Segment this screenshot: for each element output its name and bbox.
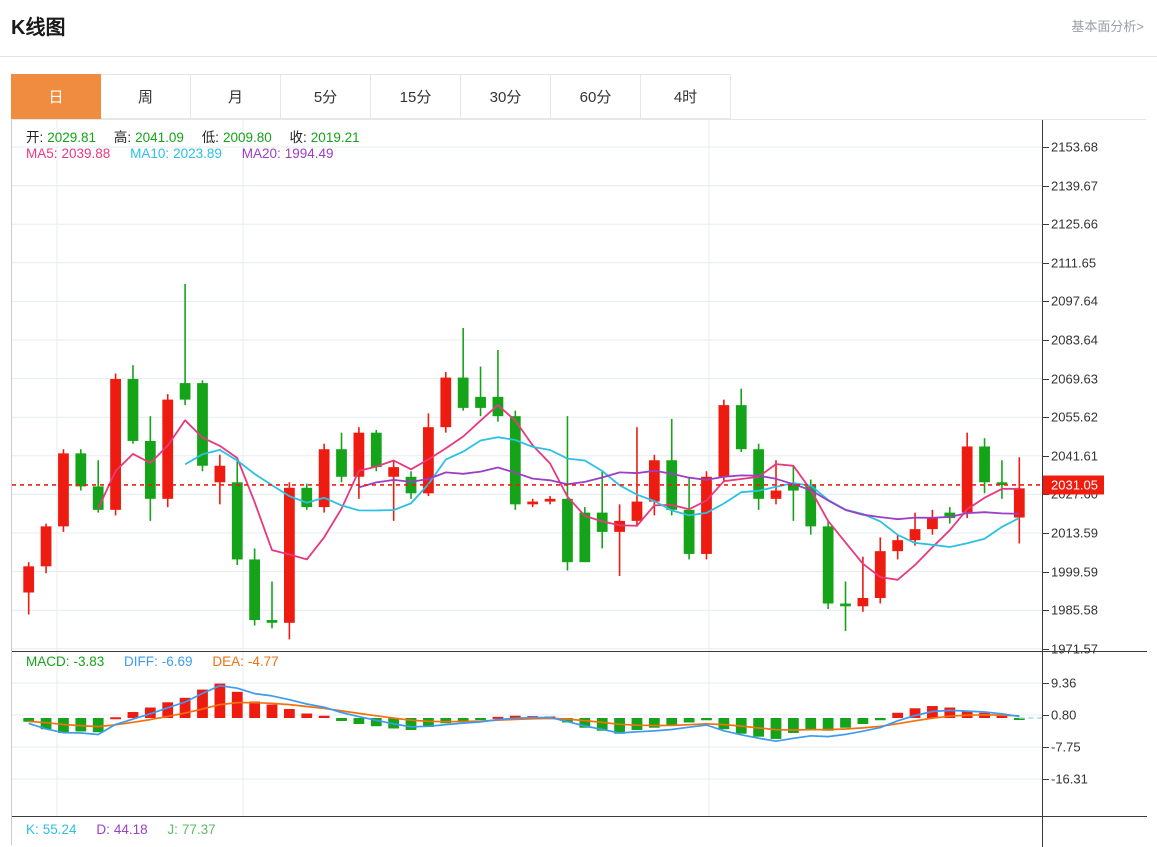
price-axis: 2153.68 2139.67 2125.66 2111.65 2097.64 2083.… — [1042, 120, 1148, 656]
macd-axis-label: -7.75 — [1051, 739, 1081, 755]
price-axis-label: 2097.64 — [1051, 293, 1098, 309]
tab-周[interactable]: 周 — [101, 74, 191, 119]
tab-60分[interactable]: 60分 — [551, 74, 641, 119]
ma10-label: MA10: — [130, 146, 170, 161]
macd-axis-tick — [1043, 779, 1049, 780]
macd-axis-label: -16.31 — [1051, 771, 1088, 787]
price-axis-label: 2125.66 — [1051, 216, 1098, 232]
macd-axis-tick — [1043, 715, 1049, 716]
tab-4时[interactable]: 4时 — [641, 74, 731, 119]
diff-label: DIFF: — [124, 654, 158, 669]
tab-月[interactable]: 月 — [191, 74, 281, 119]
macd-plot[interactable] — [12, 652, 1042, 817]
macd-axis-tick — [1043, 747, 1049, 748]
price-axis-tick — [1043, 147, 1049, 148]
macd-value: -3.83 — [73, 654, 105, 669]
price-axis-label: 2055.62 — [1051, 409, 1098, 425]
j-label: J: — [167, 822, 178, 837]
price-axis-tick — [1043, 417, 1049, 419]
ma-info: MA5: 2039.88 MA10: 2023.89 MA20: 1994.49 — [26, 146, 338, 161]
price-axis-tick — [1043, 648, 1049, 650]
tab-5分[interactable]: 5分 — [281, 74, 371, 119]
open-label: 开: — [26, 130, 44, 145]
macd-axis-label: 0.80 — [1051, 707, 1077, 723]
price-axis-tick — [1043, 455, 1049, 457]
price-axis-label: 1985.58 — [1051, 602, 1098, 618]
dea-label: DEA: — [212, 654, 244, 669]
price-axis-tick — [1043, 340, 1049, 341]
ma5-label: MA5: — [26, 146, 58, 161]
dea-value: -4.77 — [247, 654, 279, 669]
macd-svg — [12, 652, 1042, 816]
j-value: 77.37 — [181, 822, 216, 837]
kdj-panel: K: 55.24 D: 44.18 J: 77.37 — [12, 816, 1147, 847]
low-value: 2009.80 — [222, 130, 272, 145]
tab-30分[interactable]: 30分 — [461, 74, 551, 119]
price-axis-tick — [1043, 262, 1049, 264]
price-axis-label: 2069.63 — [1051, 371, 1098, 387]
ma10-value: 2023.89 — [173, 146, 222, 161]
price-axis-tick — [1043, 494, 1049, 496]
ma20-value: 1994.49 — [284, 146, 334, 161]
price-axis-tick — [1043, 224, 1049, 226]
price-axis-label: 2153.68 — [1051, 139, 1098, 155]
price-axis-tick — [1043, 571, 1049, 573]
ma5-value: 2039.88 — [61, 146, 111, 161]
macd-label: MACD: — [26, 654, 70, 669]
macd-axis-label: 9.36 — [1051, 675, 1077, 691]
price-plot[interactable] — [12, 120, 1042, 651]
ohlc-info: 开: 2029.81 高: 2041.09 低: 2009.80 收: 2019.21 — [26, 126, 364, 146]
macd-info: MACD: -3.83 DIFF: -6.69 DEA: -4.77 — [26, 654, 283, 669]
price-axis-label: 2139.67 — [1051, 178, 1098, 194]
tab-日[interactable]: 日 — [11, 74, 101, 119]
price-axis-label: 2041.61 — [1051, 448, 1098, 464]
diff-value: -6.69 — [161, 654, 193, 669]
price-axis-tick — [1043, 533, 1049, 534]
high-label: 高: — [113, 130, 132, 145]
chart-container: 开: 2029.81 高: 2041.09 低: 2009.80 收: 2019.21 … — [11, 119, 1148, 847]
page-title: K线图 — [11, 17, 66, 39]
d-value: 44.18 — [113, 822, 148, 837]
d-label: D: — [96, 822, 110, 837]
page-header: K线图 基本面分析> — [0, 0, 1157, 57]
kdj-axis — [1042, 817, 1148, 847]
macd-axis: 9.36 0.80 -7.75 -16.31 — [1042, 652, 1148, 817]
open-value: 2029.81 — [47, 130, 97, 145]
tab-15分[interactable]: 15分 — [371, 74, 461, 119]
macd-axis-tick — [1043, 683, 1049, 684]
macd-panel: MACD: -3.83 DIFF: -6.69 DEA: -4.77 9.36 0.80… — [12, 651, 1147, 817]
last-price-badge: 2031.05 — [1043, 475, 1104, 495]
price-axis-label: 2111.65 — [1051, 255, 1097, 271]
price-axis-tick — [1043, 185, 1049, 187]
k-label: K: — [26, 822, 39, 837]
price-axis-tick — [1043, 610, 1049, 612]
k-value: 55.24 — [42, 822, 77, 837]
fundamental-analysis-link[interactable]: 基本面分析> — [1071, 19, 1144, 34]
price-panel: 开: 2029.81 高: 2041.09 低: 2009.80 收: 2019.21 … — [12, 120, 1148, 656]
close-value: 2019.21 — [310, 130, 360, 145]
candlestick-svg — [12, 120, 1042, 651]
ma20-label: MA20: — [241, 146, 281, 161]
price-axis-tick — [1043, 378, 1049, 380]
price-axis-label: 1999.59 — [1051, 564, 1098, 580]
timeframe-tabbar: 日周月 5分 15分 30分 60分 4时 — [11, 74, 731, 119]
price-axis-tick — [1043, 301, 1049, 303]
price-axis-label: 2013.59 — [1051, 525, 1098, 541]
low-label: 低: — [201, 130, 219, 145]
price-axis-label: 1971.57 — [1051, 641, 1098, 657]
close-label: 收: — [289, 130, 307, 145]
kdj-info: K: 55.24 D: 44.18 J: 77.37 — [26, 822, 220, 837]
high-value: 2041.09 — [135, 130, 184, 145]
price-axis-label: 2083.64 — [1051, 332, 1098, 348]
